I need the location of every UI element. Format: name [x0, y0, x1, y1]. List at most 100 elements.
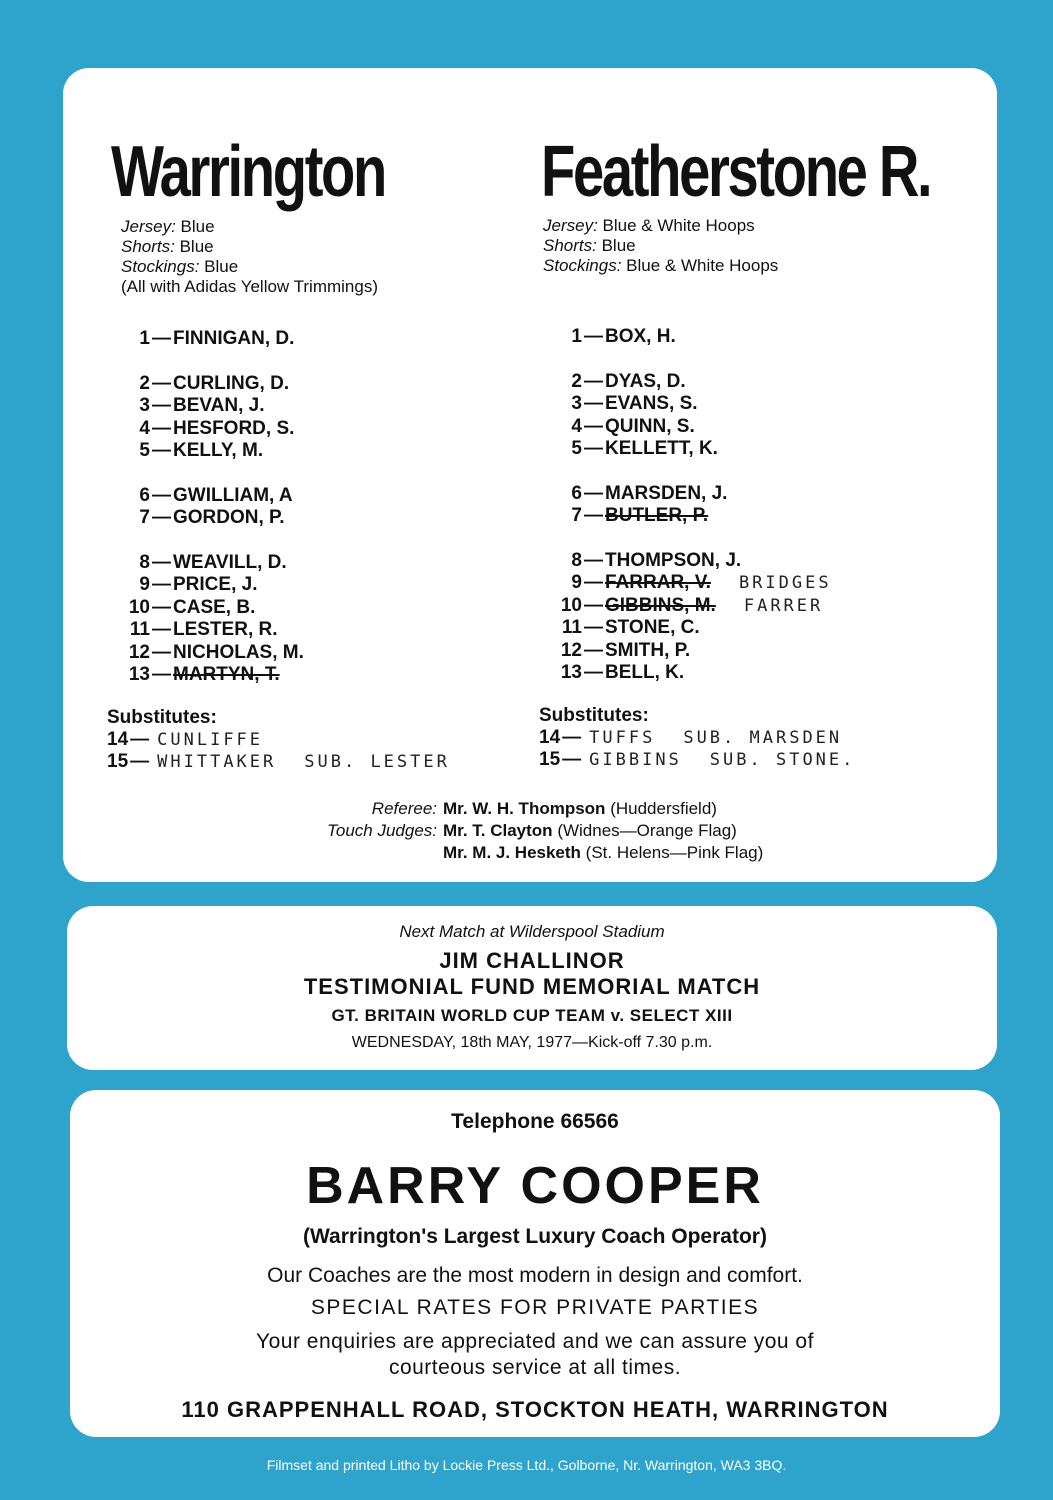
advert-line: SPECIAL RATES FOR PRIVATE PARTIES [310, 1296, 760, 1319]
player-row: 1— BOX, H. [539, 326, 855, 349]
dash: — [584, 572, 603, 594]
player-row: 12— NICHOLAS, M. [107, 642, 450, 665]
player-name: GORDON, P. [173, 507, 285, 529]
player-row: 13— BELL, K. [539, 662, 855, 685]
dash: — [584, 415, 603, 437]
player-number: 8 [571, 549, 582, 571]
player-row: 1— FINNIGAN, D. [107, 328, 450, 351]
player-name: GIBBINS, M. [605, 594, 716, 616]
player-row: 5— KELLY, M. [107, 440, 450, 463]
player-name: HESFORD, S. [173, 417, 295, 439]
player-row: 10— CASE, B. [107, 597, 450, 620]
player-row: 6— MARSDEN, J. [539, 483, 855, 506]
touch-judges-label: Touch Judges: [327, 821, 437, 840]
dash: — [584, 393, 603, 415]
player-name-handwritten: CUNLIFFE [157, 729, 264, 750]
dash: — [584, 438, 603, 460]
handwritten-note: SUB. MARSDEN [683, 727, 843, 748]
kit-label: Stockings: [121, 257, 200, 276]
dash: — [584, 617, 603, 639]
player-name: THOMPSON, J. [605, 549, 742, 571]
player-number: 2 [571, 370, 582, 392]
dash: — [152, 417, 171, 439]
player-number: 9 [571, 572, 582, 594]
player-row: 6— GWILLIAM, A [107, 485, 450, 508]
player-number: 10 [560, 594, 582, 616]
player-row: 12— SMITH, P. [539, 640, 855, 663]
dash: — [130, 728, 150, 750]
substitutes-label: Substitutes: [107, 706, 217, 728]
dash: — [584, 370, 603, 392]
player-number: 12 [560, 639, 582, 661]
home-roster: 1— FINNIGAN, D. 2— CURLING, D. 3— BEVAN, J. 4—… [107, 328, 450, 774]
player-row: 9— FARRAR, V. BRIDGES [539, 572, 855, 595]
kit-value: Blue [601, 236, 636, 255]
player-name: LESTER, R. [173, 619, 278, 641]
player-number: 2 [139, 372, 150, 394]
dash: — [584, 326, 603, 348]
player-number: 5 [139, 440, 150, 462]
advert-card: Telephone 66566 BARRY COOPER (Warrington… [70, 1090, 1000, 1437]
handwritten-note: SUB. LESTER [304, 752, 450, 773]
player-row: 9— PRICE, J. [107, 574, 450, 597]
dash: — [562, 726, 582, 748]
dash: — [152, 574, 171, 596]
away-team-name: Featherstone R. [541, 132, 933, 212]
player-number: 15 [107, 751, 129, 773]
player-number: 13 [560, 662, 582, 684]
kit-value: Blue [180, 217, 215, 236]
kit-value: Blue [204, 257, 239, 276]
player-row: 14— CUNLIFFE [107, 729, 450, 752]
next-match-teams: GT. BRITAIN WORLD CUP TEAM v. SELECT XII… [331, 1006, 733, 1025]
player-name: MARSDEN, J. [605, 482, 728, 504]
player-name: CURLING, D. [173, 372, 290, 394]
touch-judge-name: Mr. T. Clayton [443, 821, 553, 840]
next-match-intro: Next Match at Wilderspool Stadium [399, 922, 665, 941]
advert-line: Our Coaches are the most modern in desig… [267, 1264, 803, 1287]
touch-judge-from: (Widnes—Orange Flag) [557, 821, 737, 840]
player-number: 14 [107, 728, 129, 750]
player-name: EVANS, S. [605, 393, 698, 415]
player-name-handwritten: TUFFS [589, 727, 656, 748]
player-name: STONE, C. [605, 617, 700, 639]
player-name-handwritten: WHITTAKER [157, 752, 277, 773]
player-number: 15 [539, 749, 561, 771]
next-match-date: WEDNESDAY, 18th MAY, 1977—Kick-off 7.30 … [351, 1034, 713, 1051]
player-name: BOX, H. [605, 326, 676, 348]
dash: — [584, 662, 603, 684]
handwritten-note: FARRER [743, 595, 824, 616]
player-name: BELL, K. [605, 662, 685, 684]
touch-judge-from: (St. Helens—Pink Flag) [585, 843, 764, 862]
player-row: 7— BUTLER, P. [539, 505, 855, 528]
player-name: BUTLER, P. [605, 505, 709, 527]
player-name: FARRAR, V. [605, 572, 711, 594]
player-row: 4— HESFORD, S. [107, 418, 450, 441]
dash: — [584, 639, 603, 661]
dash: — [584, 594, 603, 616]
kit-label: Jersey: [543, 216, 598, 235]
player-row: 2— DYAS, D. [539, 371, 855, 394]
dash: — [152, 619, 171, 641]
player-row: 15— WHITTAKER SUB. LESTER [107, 751, 450, 774]
handwritten-note: SUB. STONE. [709, 750, 856, 771]
player-row: 3— EVANS, S. [539, 393, 855, 416]
printer-credit: Filmset and printed Litho by Lockie Pres… [266, 1457, 787, 1473]
dash: — [152, 440, 171, 462]
advert-telephone: Telephone 66566 [451, 1110, 619, 1133]
advert-line: Your enquiries are appreciated and we ca… [256, 1330, 814, 1353]
advert-line: courteous service at all times. [388, 1356, 682, 1379]
dash: — [562, 749, 582, 771]
player-number: 13 [128, 664, 150, 686]
player-number: 11 [129, 619, 150, 641]
dash: — [152, 484, 171, 506]
player-row: 5— KELLETT, K. [539, 438, 855, 461]
dash: — [152, 395, 171, 417]
player-number: 8 [139, 551, 150, 573]
player-name: CASE, B. [173, 596, 256, 618]
player-number: 1 [571, 326, 582, 348]
player-row: 11— STONE, C. [539, 617, 855, 640]
player-name: KELLETT, K. [605, 438, 718, 460]
player-number: 3 [139, 395, 150, 417]
kit-note: (All with Adidas Yellow Trimmings) [121, 277, 378, 296]
player-name-handwritten: GIBBINS [589, 750, 682, 771]
